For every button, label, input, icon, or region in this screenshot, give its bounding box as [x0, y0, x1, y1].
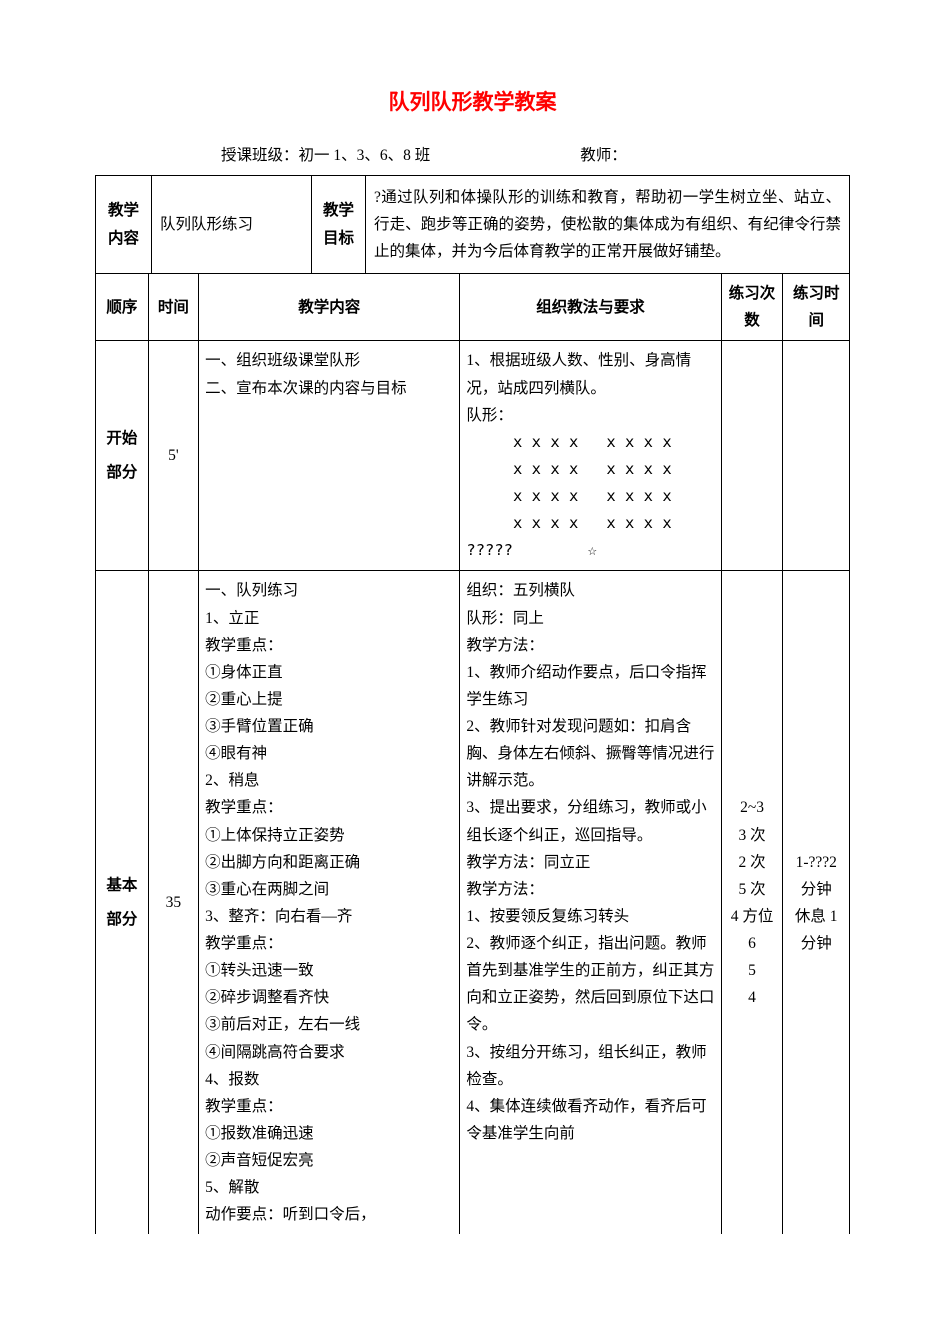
row-start-part: 开始部分 5' 一、组织班级课堂队形 二、宣布本次课的内容与目标 1、根据班级人…: [96, 341, 850, 571]
header-seq: 顺序: [96, 274, 149, 341]
teaching-content-value: 队列队形练习: [152, 176, 312, 274]
row-basic-part: 基本部分 35 一、队列练习 1、立正 教学重点： ①身体正直 ②重心上提 ③手…: [96, 571, 850, 1235]
formation-diagram: x x x x x x x x x x x x x x x x x x x x …: [466, 429, 714, 565]
start-count: [721, 341, 783, 571]
header-ptime: 练习时间: [783, 274, 850, 341]
basic-seq: 基本部分: [96, 571, 149, 1235]
start-content: 一、组织班级课堂队形 二、宣布本次课的内容与目标: [199, 341, 460, 571]
header-content: 教学内容: [199, 274, 460, 341]
label-teaching-content: 教学内容: [96, 176, 152, 274]
basic-content: 一、队列练习 1、立正 教学重点： ①身体正直 ②重心上提 ③手臂位置正确 ④眼…: [199, 571, 460, 1235]
class-value: 初一 1、3、6、8 班: [299, 147, 431, 164]
start-method-intro: 1、根据班级人数、性别、身高情况，站成四列横队。 队形：: [466, 347, 714, 428]
basic-time: 35: [148, 571, 198, 1235]
header-table: 教学内容 队列队形练习 教学目标 ?通过队列和体操队形的训练和教育，帮助初一学生…: [95, 175, 850, 274]
table-header-row: 顺序 时间 教学内容 组织教法与要求 练习次数 练习时间: [96, 274, 850, 341]
basic-count: 2~3 3 次 2 次 5 次 4 方位 6 5 4: [721, 571, 783, 1235]
basic-method: 组织：五列横队 队形：同上 教学方法： 1、教师介绍动作要点，后口令指挥学生练习…: [460, 571, 721, 1235]
teaching-goal-value: ?通过队列和体操队形的训练和教育，帮助初一学生树立坐、站立、行走、跑步等正确的姿…: [366, 176, 850, 274]
start-seq: 开始部分: [96, 341, 149, 571]
start-time: 5': [148, 341, 198, 571]
basic-ptime: 1-???2分钟 休息 1分钟: [783, 571, 850, 1235]
document-title: 队列队形教学教案: [95, 85, 850, 121]
header-count: 练习次数: [721, 274, 783, 341]
main-table: 顺序 时间 教学内容 组织教法与要求 练习次数 练习时间 开始部分 5' 一、组…: [95, 273, 850, 1234]
class-label: 授课班级：: [221, 147, 299, 164]
label-teaching-goal: 教学目标: [312, 176, 366, 274]
header-time: 时间: [148, 274, 198, 341]
start-method: 1、根据班级人数、性别、身高情况，站成四列横队。 队形： x x x x x x…: [460, 341, 721, 571]
header-method: 组织教法与要求: [460, 274, 721, 341]
start-ptime: [783, 341, 850, 571]
subtitle-row: 授课班级：初一 1、3、6、8 班 教师：: [95, 143, 850, 169]
teacher-label: 教师：: [580, 147, 627, 164]
